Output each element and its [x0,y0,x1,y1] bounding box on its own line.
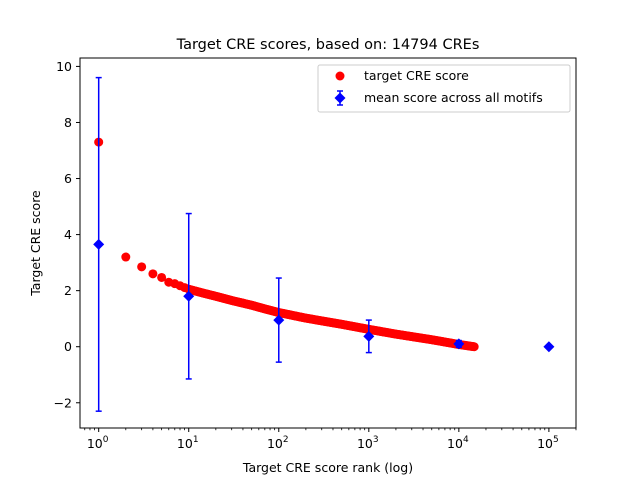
red-score-point [469,342,479,352]
legend-frame [317,64,571,113]
x-axis-label: Target CRE score rank (log) [242,460,413,475]
legend-label-mean-score: mean score across all motifs [364,90,543,105]
legend-label-target-cre-score: target CRE score [364,68,469,83]
y-tick-label: 4 [64,227,72,242]
legend-marker-mean-score [334,92,346,104]
red-score-point [137,262,147,272]
mean-score-point [273,314,285,326]
legend: target CRE score mean score across all m… [317,64,571,113]
x-tick-label: 102 [267,435,289,451]
x-tick-label: 105 [537,435,559,451]
red-score-point [148,269,158,279]
mean-score-point [93,238,105,250]
mean-score-point [363,330,375,342]
x-tick-label: 104 [447,435,469,451]
y-tick-label: 2 [64,283,72,298]
y-tick-label: 10 [56,59,72,74]
y-axis-label: Target CRE score [28,190,43,297]
y-tick-label: 8 [64,115,72,130]
x-axis: 100 101 102 103 104 105 [84,428,577,451]
x-tick-label: 100 [87,435,109,451]
red-score-point [157,272,167,282]
y-tick-label: 0 [64,339,72,354]
mean-score-point [453,338,465,350]
red-score-point [121,252,131,262]
plot-marks [93,76,555,412]
x-tick-label: 103 [357,435,379,451]
y-tick-label: 6 [64,171,72,186]
x-tick-label: 101 [177,435,199,451]
y-axis: −2 0 2 4 6 8 10 [54,59,80,410]
mean-score-point [543,341,555,353]
plot-frame [79,57,577,429]
y-tick-label: −2 [54,395,72,410]
chart-title: Target CRE scores, based on: 14794 CREs [176,37,480,53]
mean-score-point [183,290,195,302]
legend-marker-target-cre-score [335,71,345,81]
